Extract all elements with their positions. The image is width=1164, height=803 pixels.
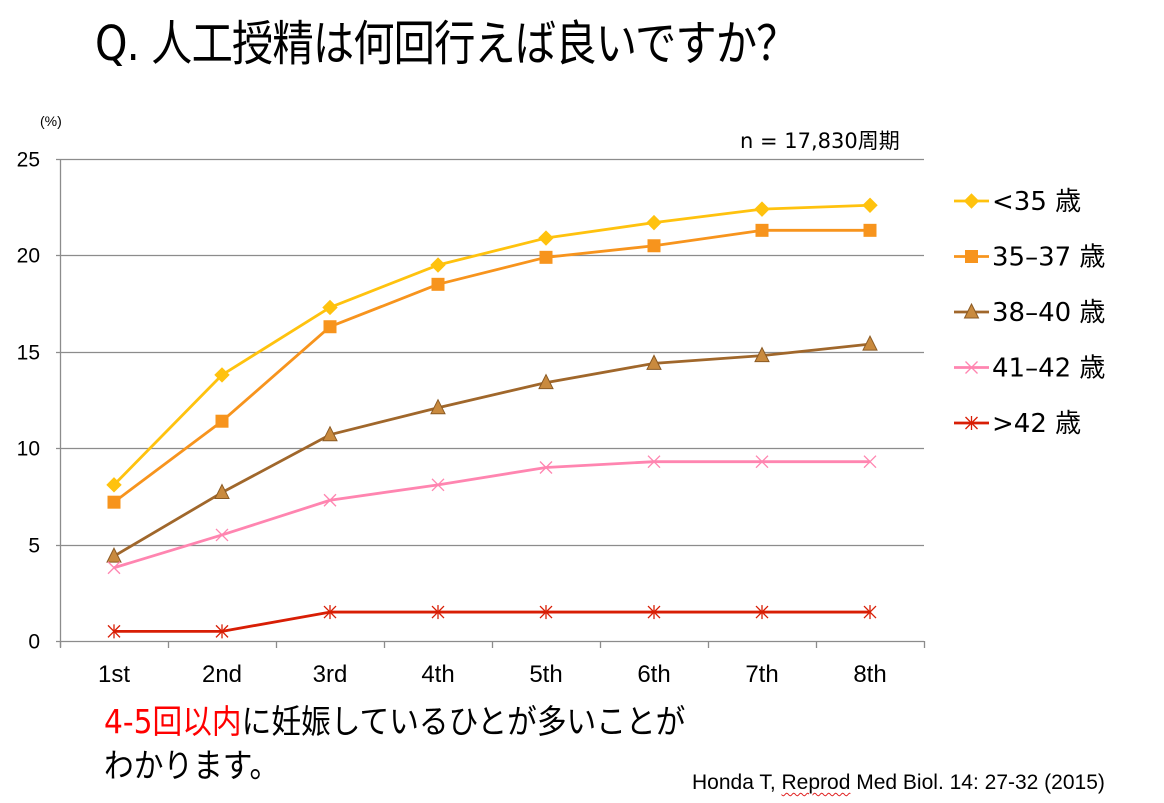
conclusion-line-1-rest: に妊娠しているひとが多いことが bbox=[241, 702, 686, 741]
data-point bbox=[215, 624, 229, 639]
sample-size-annotation: n = 17,830周期 bbox=[740, 129, 900, 153]
series-line bbox=[113, 342, 871, 558]
legend-label: 41–42 歳 bbox=[992, 354, 1105, 384]
data-point bbox=[538, 373, 554, 390]
data-point bbox=[755, 455, 769, 469]
data-point bbox=[863, 605, 877, 620]
legend-label: 38–40 歳 bbox=[992, 298, 1105, 328]
data-point bbox=[323, 493, 337, 507]
data-point bbox=[646, 214, 662, 231]
gridlines bbox=[56, 158, 924, 547]
data-point bbox=[863, 455, 877, 469]
data-point bbox=[431, 605, 445, 620]
legend-label: 35–37 歳 bbox=[992, 243, 1105, 273]
series-2 bbox=[107, 223, 877, 509]
y-tick-label: 20 bbox=[17, 245, 40, 268]
x-tick-label: 7th bbox=[745, 661, 778, 688]
data-point bbox=[431, 478, 445, 492]
data-point bbox=[215, 528, 229, 542]
data-point bbox=[539, 461, 553, 474]
data-point bbox=[862, 334, 878, 351]
series-5 bbox=[107, 605, 877, 639]
x-axis-ticks: 1st 2nd 3rd 4th 5th 6th 7th 8th bbox=[59, 641, 926, 688]
data-point bbox=[214, 367, 230, 383]
y-tick-label: 5 bbox=[28, 535, 40, 558]
data-point bbox=[646, 354, 662, 370]
series-4 bbox=[107, 455, 877, 575]
conclusion-note: 4-5回以内に妊娠しているひとが多いことが わかります。 bbox=[104, 700, 685, 788]
legend-item: 35–37 歳 bbox=[954, 243, 1105, 273]
legend: <35 歳 35–37 歳 38–40 歳 41–42 歳 >42 歳 bbox=[954, 187, 1105, 439]
legend-marker bbox=[963, 302, 980, 319]
citation-journal-word: Reprod bbox=[781, 771, 851, 794]
legend-label: >42 歳 bbox=[992, 409, 1081, 439]
data-point bbox=[862, 197, 878, 213]
series-1 bbox=[106, 197, 878, 493]
series-line bbox=[113, 228, 870, 504]
x-tick-label: 5th bbox=[529, 661, 562, 688]
data-point bbox=[647, 239, 661, 253]
data-point bbox=[323, 320, 337, 334]
y-tick-label: 15 bbox=[17, 342, 40, 365]
series-line bbox=[114, 610, 870, 633]
data-point bbox=[647, 605, 661, 620]
data-point bbox=[863, 223, 877, 237]
x-tick-label: 8th bbox=[853, 661, 886, 688]
series-3 bbox=[106, 334, 878, 563]
data-point bbox=[107, 561, 121, 575]
series-line bbox=[113, 460, 870, 570]
axes bbox=[56, 159, 924, 647]
y-axis-ticks: 0 5 10 15 20 25 bbox=[17, 149, 40, 654]
conclusion-line-1: 4-5回以内に妊娠しているひとが多いことが bbox=[104, 700, 685, 744]
data-point bbox=[755, 223, 769, 237]
data-point bbox=[107, 624, 121, 639]
legend-label: <35 歳 bbox=[992, 187, 1081, 217]
data-point bbox=[215, 414, 229, 428]
data-point bbox=[430, 257, 446, 273]
data-point bbox=[322, 299, 338, 316]
y-tick-label: 0 bbox=[28, 631, 40, 654]
x-tick-label: 3rd bbox=[313, 661, 348, 688]
data-point bbox=[539, 250, 553, 264]
x-tick-label: 1st bbox=[98, 661, 130, 688]
legend-marker bbox=[965, 416, 978, 430]
data-point bbox=[431, 277, 445, 291]
x-tick-label: 4th bbox=[421, 661, 454, 688]
conclusion-highlight: 4-5回以内 bbox=[104, 702, 242, 741]
series-line bbox=[113, 203, 871, 486]
conclusion-line-2: わかります。 bbox=[104, 746, 280, 785]
data-point bbox=[322, 425, 338, 442]
data-point bbox=[754, 201, 770, 217]
data-point bbox=[106, 477, 122, 493]
y-axis-unit-label: (%) bbox=[40, 113, 62, 129]
data-point bbox=[539, 605, 553, 620]
legend-item: >42 歳 bbox=[954, 409, 1081, 439]
data-point bbox=[647, 455, 661, 469]
series-group bbox=[106, 197, 878, 639]
legend-marker bbox=[963, 193, 980, 209]
citation: Honda T, Reprod Med Biol. 14: 27-32 (201… bbox=[692, 771, 1105, 795]
y-tick-label: 10 bbox=[17, 438, 40, 461]
line-chart: 0 5 10 15 20 25 1st 2nd 3rd 4th 5th 6th 7th 8th <35 … bbox=[17, 149, 1106, 689]
legend-marker bbox=[965, 361, 978, 374]
x-tick-label: 2nd bbox=[202, 661, 242, 688]
data-point bbox=[430, 398, 446, 415]
citation-author: Honda T, bbox=[692, 771, 782, 794]
data-point bbox=[323, 605, 337, 620]
legend-item: 38–40 歳 bbox=[954, 298, 1105, 328]
x-tick-label: 6th bbox=[637, 661, 670, 688]
data-point bbox=[107, 495, 121, 509]
data-point bbox=[214, 483, 230, 500]
legend-item: 41–42 歳 bbox=[954, 354, 1105, 384]
data-point bbox=[755, 605, 769, 620]
legend-item: <35 歳 bbox=[954, 187, 1081, 217]
data-point bbox=[106, 547, 122, 563]
data-point bbox=[538, 230, 554, 246]
data-point bbox=[754, 346, 770, 363]
y-tick-label: 25 bbox=[17, 149, 40, 172]
slide-title: Q. 人工授精は何回行えば良いですか？ bbox=[95, 16, 797, 72]
legend-marker bbox=[965, 250, 978, 263]
citation-rest: Med Biol. 14: 27-32 (2015) bbox=[850, 771, 1105, 794]
